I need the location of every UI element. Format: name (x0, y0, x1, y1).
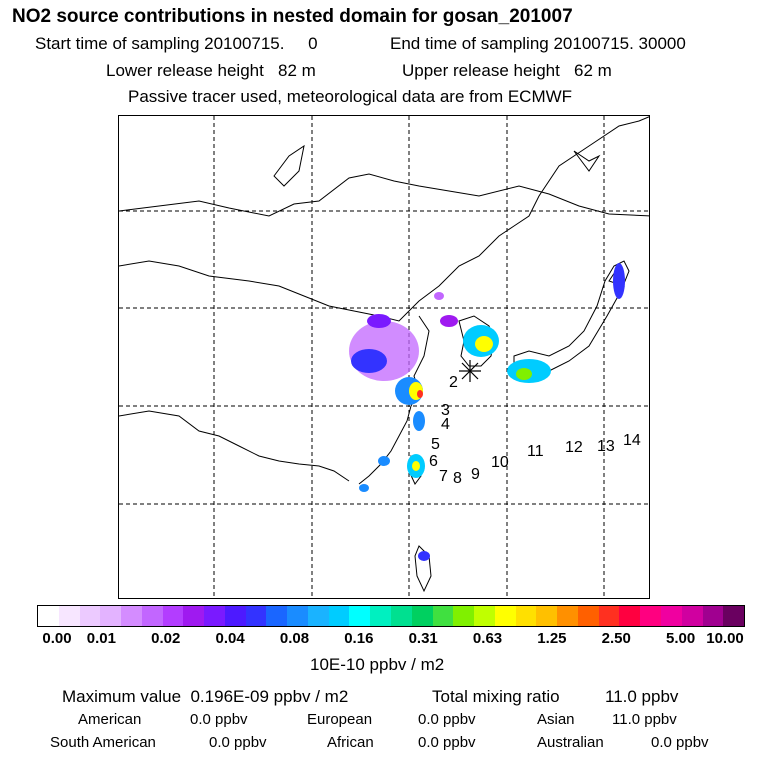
colorbar-tick-label: 0.63 (472, 630, 503, 647)
total-mixing-value: 11.0 ppbv (605, 687, 679, 706)
african-label: African (327, 734, 374, 751)
colorbar-swatch (266, 606, 288, 626)
total-mixing-label: Total mixing ratio (432, 687, 560, 706)
colorbar-tick-label: 5.00 (666, 630, 696, 647)
colorbar-swatch (723, 606, 745, 626)
end-time: End time of sampling 20100715. 30000 (390, 34, 686, 53)
colorbar-tick-label: 0.02 (151, 630, 181, 647)
colorbar-swatch (100, 606, 122, 626)
track-label: 6 (429, 453, 438, 470)
colorbar-tick-label: 0.16 (344, 630, 374, 647)
track-label: 7 (439, 468, 448, 485)
colorbar-swatch (391, 606, 412, 626)
colorbar-swatch (536, 606, 558, 626)
track-label: 2 (449, 374, 458, 391)
colorbar-swatch (162, 606, 184, 626)
colorbar-swatch (245, 606, 267, 626)
concentration-field (349, 263, 625, 561)
colorbar-swatch (287, 606, 308, 626)
colorbar-swatch (141, 606, 163, 626)
colorbar-tick-label: 0.08 (279, 630, 310, 647)
page-title: NO2 source contributions in nested domai… (12, 6, 573, 27)
track-label: 11 (527, 443, 544, 460)
colorbar-unit: 10E-10 ppbv / m2 (310, 655, 445, 674)
colorbar-swatch (577, 606, 599, 626)
receptor-marker (459, 360, 481, 382)
american-label: American (78, 711, 142, 728)
colorbar-swatch (79, 606, 101, 626)
lower-release-height: Lower release height 82 m (106, 61, 316, 80)
colorbar-swatch (370, 606, 392, 626)
colorbar (37, 605, 745, 627)
colorbar-tick-label: 0.01 (86, 630, 116, 647)
european-value: 0.0 ppbv (418, 711, 476, 728)
max-value: Maximum value 0.196E-09 ppbv / m2 (62, 687, 349, 706)
south-american-label: South American (50, 734, 156, 751)
south-american-value: 0.0 ppbv (209, 734, 267, 751)
lat-lon-grid (119, 116, 649, 598)
map-panel: 2 3 4 5 6 7 8 9 10 11 12 13 14 (118, 115, 650, 599)
track-label: 14 (623, 432, 641, 449)
tracer-info: Passive tracer used, meteorological data… (128, 87, 573, 106)
track-label: 4 (441, 416, 450, 433)
colorbar-tick-label: 2.50 (601, 630, 631, 647)
african-value: 0.0 ppbv (418, 734, 476, 751)
colorbar-swatch (58, 606, 80, 626)
track-label: 12 (565, 439, 583, 456)
colorbar-swatch (432, 606, 454, 626)
colorbar-tick-label: 1.25 (537, 630, 567, 647)
colorbar-swatch (183, 606, 205, 626)
colorbar-tick-label: 10.00 (706, 630, 744, 647)
colorbar-swatch (121, 606, 142, 626)
upper-release-height: Upper release height 62 m (402, 61, 612, 80)
colorbar-swatch (204, 606, 225, 626)
colorbar-swatch (619, 606, 641, 626)
australian-label: Australian (537, 734, 604, 751)
colorbar-tick-label: 0.31 (408, 630, 438, 647)
colorbar-swatch (515, 606, 537, 626)
colorbar-swatch (640, 606, 661, 626)
colorbar-swatch (557, 606, 578, 626)
colorbar-swatch (453, 606, 475, 626)
colorbar-swatch (38, 606, 59, 626)
colorbar-swatch (411, 606, 433, 626)
colorbar-swatch (494, 606, 516, 626)
colorbar-swatch (474, 606, 495, 626)
american-value: 0.0 ppbv (190, 711, 248, 728)
european-label: European (307, 711, 373, 728)
colorbar-swatch (307, 606, 329, 626)
colorbar-tick-label: 0.00 (42, 630, 72, 647)
colorbar-swatch (681, 606, 703, 626)
colorbar-swatch (224, 606, 246, 626)
track-label: 13 (597, 438, 615, 455)
track-label: 10 (491, 454, 509, 471)
asian-label: Asian (537, 711, 575, 728)
colorbar-tick-label: 0.04 (215, 630, 245, 647)
map-canvas (119, 116, 649, 598)
track-label: 5 (431, 436, 440, 453)
track-label: 3 (441, 402, 450, 419)
colorbar-swatch (328, 606, 350, 626)
track-label: 9 (471, 466, 480, 483)
australian-value: 0.0 ppbv (651, 734, 709, 751)
colorbar-swatch (702, 606, 724, 626)
track-label: 8 (453, 470, 462, 487)
colorbar-swatch (660, 606, 682, 626)
start-time: Start time of sampling 20100715. 0 (35, 34, 318, 53)
colorbar-swatch (349, 606, 371, 626)
asian-value: 11.0 ppbv (612, 711, 677, 728)
colorbar-swatch (598, 606, 620, 626)
